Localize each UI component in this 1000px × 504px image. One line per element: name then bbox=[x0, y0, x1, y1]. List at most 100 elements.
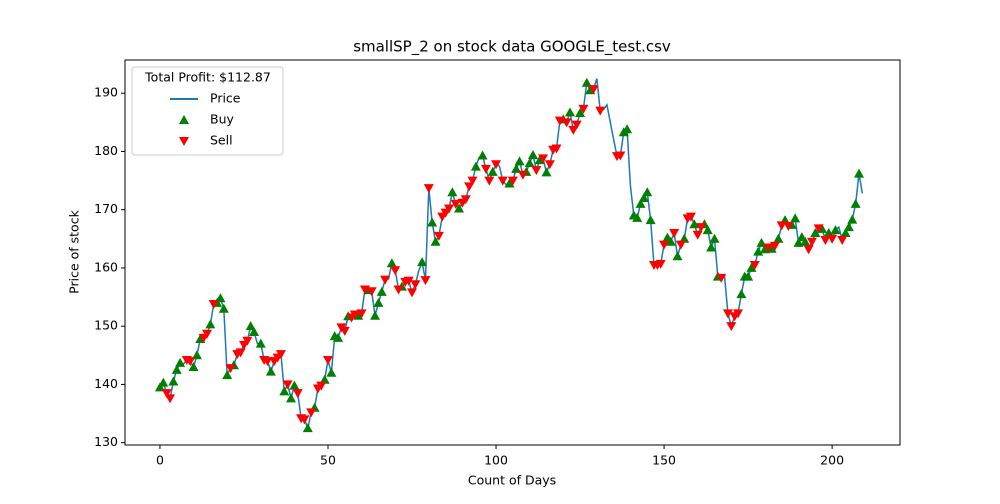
sell-marker bbox=[208, 300, 219, 310]
sell-marker bbox=[803, 245, 814, 255]
x-tick-label: 100 bbox=[484, 453, 508, 468]
sell-marker bbox=[407, 288, 418, 298]
sell-marker bbox=[733, 309, 744, 319]
sell-marker bbox=[517, 170, 528, 180]
sell-marker bbox=[161, 389, 172, 399]
buy-marker bbox=[645, 215, 656, 225]
legend-title: Total Profit: $112.87 bbox=[144, 70, 271, 85]
buy-marker bbox=[541, 167, 552, 177]
y-tick-label: 150 bbox=[94, 318, 118, 333]
buy-marker bbox=[245, 321, 256, 331]
sell-marker bbox=[349, 310, 360, 320]
y-tick-label: 190 bbox=[94, 85, 118, 100]
buy-marker bbox=[447, 187, 458, 197]
buy-marker bbox=[514, 156, 525, 166]
buy-marker bbox=[672, 251, 683, 261]
sell-marker bbox=[403, 276, 414, 286]
buy-marker bbox=[528, 149, 539, 159]
buy-marker bbox=[743, 271, 754, 281]
legend-marker bbox=[179, 115, 189, 124]
y-tick-label: 160 bbox=[94, 259, 118, 274]
buy-marker bbox=[564, 107, 575, 117]
buy-marker bbox=[638, 193, 649, 203]
buy-marker bbox=[222, 370, 233, 380]
buy-marker bbox=[709, 233, 720, 243]
sell-marker bbox=[467, 176, 478, 186]
sell-marker bbox=[675, 240, 686, 250]
buy-marker bbox=[823, 227, 834, 237]
buy-marker bbox=[333, 332, 344, 342]
sell-marker bbox=[776, 221, 787, 231]
buy-marker bbox=[454, 203, 465, 213]
sell-marker bbox=[669, 228, 680, 238]
y-tick-label: 130 bbox=[94, 434, 118, 449]
buy-marker bbox=[759, 244, 770, 254]
sell-marker bbox=[262, 357, 273, 367]
buy-marker bbox=[154, 382, 165, 392]
buy-marker bbox=[702, 225, 713, 235]
buy-marker bbox=[265, 366, 276, 376]
buy-marker bbox=[470, 161, 481, 171]
sell-marker bbox=[225, 364, 236, 374]
sell-marker bbox=[410, 280, 421, 290]
buy-marker bbox=[635, 198, 646, 208]
sell-marker bbox=[837, 235, 848, 245]
sell-marker bbox=[561, 118, 572, 128]
sell-marker bbox=[356, 309, 367, 319]
sell-marker bbox=[316, 381, 327, 391]
buy-marker bbox=[477, 150, 488, 160]
x-tick-label: 0 bbox=[156, 453, 164, 468]
buy-marker bbox=[642, 187, 653, 197]
sell-marker bbox=[544, 160, 555, 170]
buy-marker bbox=[430, 236, 441, 246]
buy-marker bbox=[581, 77, 592, 87]
buy-marker bbox=[370, 310, 381, 320]
sell-marker bbox=[480, 164, 491, 174]
sell-marker bbox=[450, 199, 461, 209]
buy-marker bbox=[773, 233, 784, 243]
sell-marker bbox=[484, 176, 495, 186]
sell-marker bbox=[491, 160, 502, 170]
sell-marker bbox=[763, 243, 774, 253]
buy-marker bbox=[386, 258, 397, 268]
sell-marker bbox=[366, 287, 377, 297]
sell-marker bbox=[659, 240, 670, 250]
buy-marker bbox=[810, 227, 821, 237]
buy-marker bbox=[171, 364, 182, 374]
sell-marker bbox=[306, 408, 317, 418]
buy-marker bbox=[255, 338, 266, 348]
buy-marker bbox=[843, 222, 854, 232]
buy-marker bbox=[632, 212, 643, 222]
sell-marker bbox=[390, 266, 401, 276]
sell-marker bbox=[588, 85, 599, 95]
sell-marker bbox=[393, 285, 404, 295]
buy-marker bbox=[840, 227, 851, 237]
buy-marker bbox=[215, 293, 226, 303]
sell-marker bbox=[820, 235, 831, 245]
buy-marker bbox=[286, 393, 297, 403]
sell-marker bbox=[726, 322, 737, 332]
buy-marker bbox=[188, 361, 199, 371]
sell-marker bbox=[202, 329, 213, 339]
sell-marker bbox=[165, 394, 176, 404]
legend-marker bbox=[179, 137, 189, 146]
buy-marker bbox=[326, 367, 337, 377]
sell-marker bbox=[696, 223, 707, 233]
buy-marker bbox=[504, 178, 515, 188]
buy-marker bbox=[736, 289, 747, 299]
sell-marker bbox=[292, 389, 303, 399]
buy-marker bbox=[191, 350, 202, 360]
sell-marker bbox=[568, 125, 579, 135]
buy-marker bbox=[534, 155, 545, 165]
sell-marker bbox=[769, 241, 780, 251]
sell-marker bbox=[282, 380, 293, 390]
buy-marker bbox=[679, 233, 690, 243]
buy-marker bbox=[175, 357, 186, 367]
plot-frame bbox=[124, 59, 901, 446]
sell-marker bbox=[551, 144, 562, 154]
sell-marker bbox=[571, 120, 582, 130]
y-axis-label: Price of stock bbox=[67, 209, 82, 293]
buy-marker bbox=[689, 219, 700, 229]
sell-marker bbox=[595, 106, 606, 116]
